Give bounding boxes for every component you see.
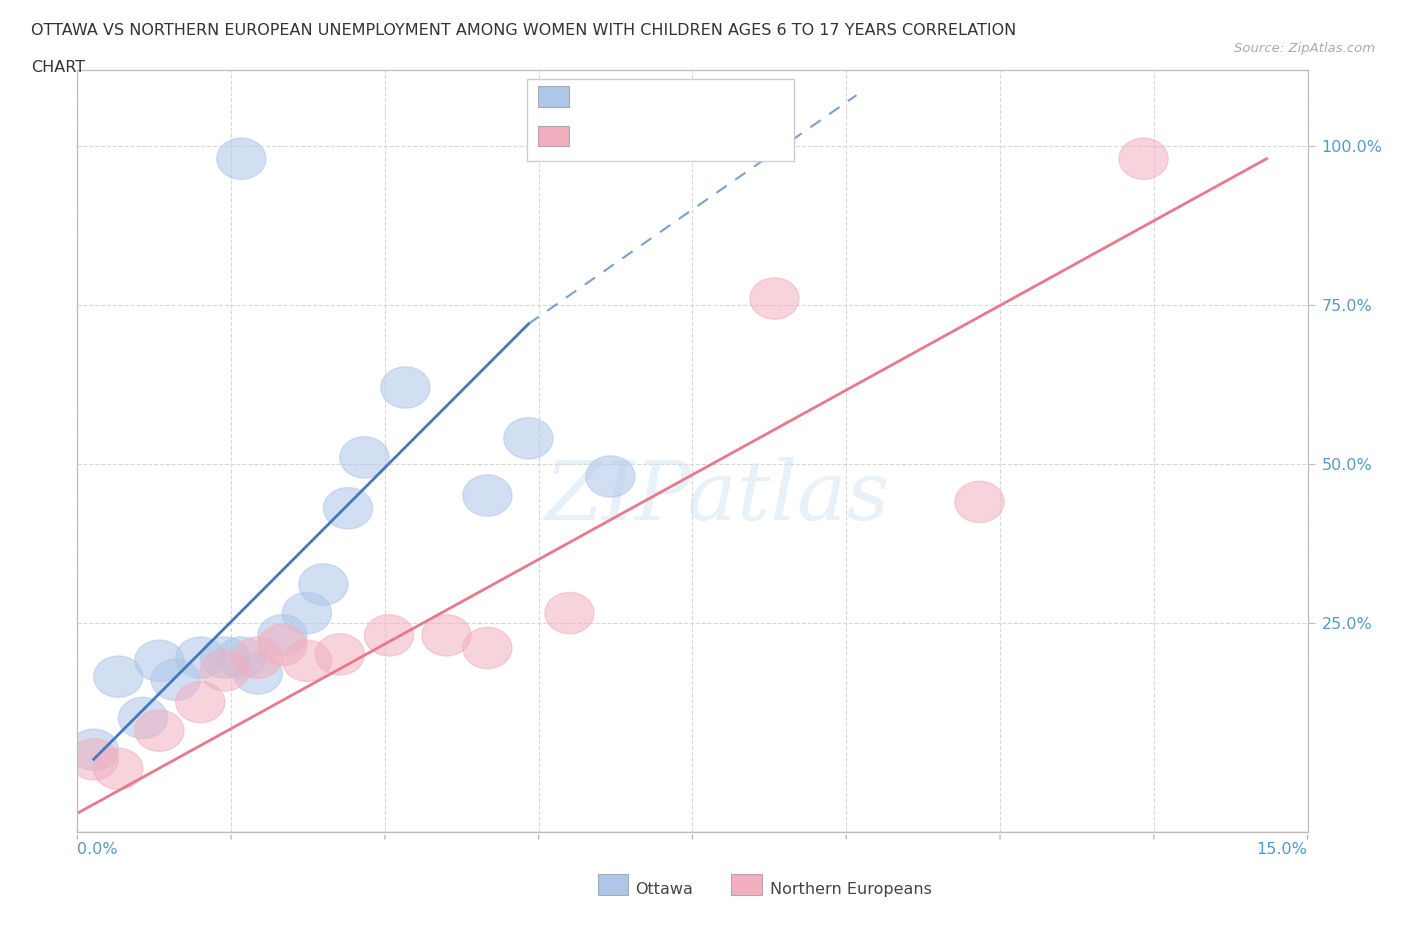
- Ellipse shape: [503, 418, 553, 459]
- Ellipse shape: [176, 682, 225, 723]
- Ellipse shape: [463, 475, 512, 516]
- Ellipse shape: [118, 698, 167, 738]
- Ellipse shape: [69, 729, 118, 770]
- Ellipse shape: [176, 637, 225, 678]
- Text: R =  0.611   N = 19: R = 0.611 N = 19: [578, 88, 768, 106]
- Ellipse shape: [955, 481, 1004, 523]
- Ellipse shape: [283, 592, 332, 633]
- Ellipse shape: [283, 640, 332, 682]
- Ellipse shape: [463, 628, 512, 669]
- Ellipse shape: [69, 738, 118, 780]
- Ellipse shape: [1119, 138, 1168, 179]
- Ellipse shape: [217, 637, 266, 678]
- Text: CHART: CHART: [31, 60, 84, 75]
- Text: Source: ZipAtlas.com: Source: ZipAtlas.com: [1234, 42, 1375, 55]
- Text: 0.0%: 0.0%: [77, 842, 118, 857]
- Ellipse shape: [299, 564, 349, 605]
- Ellipse shape: [340, 437, 389, 478]
- Ellipse shape: [201, 650, 250, 691]
- Ellipse shape: [364, 615, 413, 656]
- Ellipse shape: [257, 624, 307, 666]
- Ellipse shape: [315, 633, 364, 675]
- Ellipse shape: [323, 487, 373, 529]
- Ellipse shape: [135, 640, 184, 682]
- Ellipse shape: [586, 456, 636, 498]
- Text: Northern Europeans: Northern Europeans: [770, 882, 932, 897]
- Ellipse shape: [257, 615, 307, 656]
- Ellipse shape: [422, 615, 471, 656]
- Ellipse shape: [217, 138, 266, 179]
- Text: ZIPatlas: ZIPatlas: [544, 457, 890, 537]
- Ellipse shape: [381, 366, 430, 408]
- Ellipse shape: [94, 748, 143, 790]
- Text: OTTAWA VS NORTHERN EUROPEAN UNEMPLOYMENT AMONG WOMEN WITH CHILDREN AGES 6 TO 17 : OTTAWA VS NORTHERN EUROPEAN UNEMPLOYMENT…: [31, 23, 1017, 38]
- Ellipse shape: [233, 653, 283, 694]
- Ellipse shape: [201, 637, 250, 678]
- Text: R = 0.648   N = 16: R = 0.648 N = 16: [578, 127, 758, 145]
- Ellipse shape: [94, 656, 143, 698]
- Ellipse shape: [546, 592, 595, 633]
- Ellipse shape: [135, 710, 184, 751]
- Ellipse shape: [749, 278, 799, 319]
- Text: Ottawa: Ottawa: [636, 882, 693, 897]
- Ellipse shape: [233, 637, 283, 678]
- Text: 15.0%: 15.0%: [1257, 842, 1308, 857]
- Ellipse shape: [152, 659, 201, 700]
